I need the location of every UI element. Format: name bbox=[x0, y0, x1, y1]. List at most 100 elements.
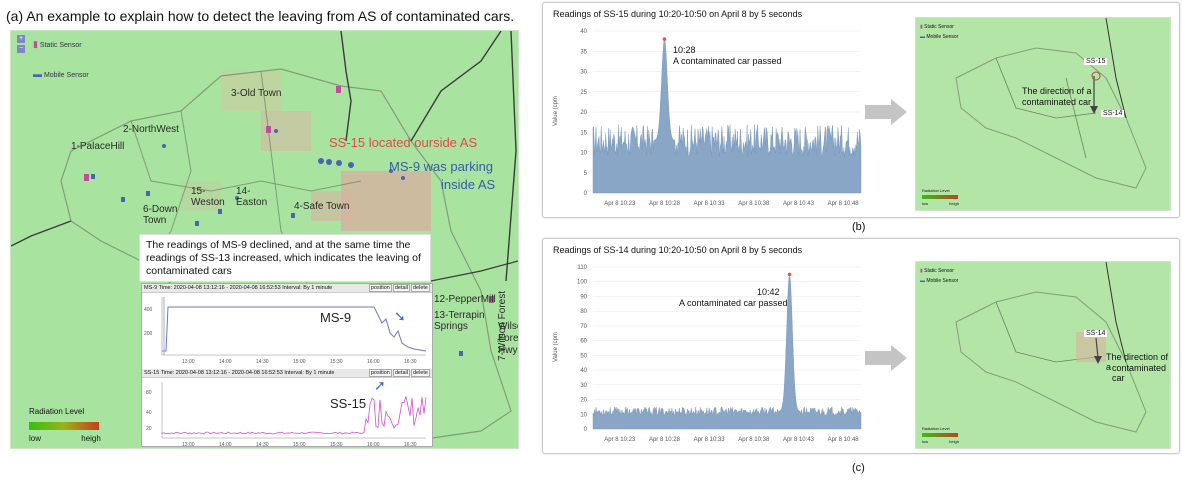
district-label: 1-PalaceHill bbox=[71, 141, 125, 152]
minimap-c-static-legend: ▮ Static Sensor bbox=[920, 268, 954, 274]
y-tick-label: 40 bbox=[580, 368, 587, 374]
y-tick-label: 40 bbox=[580, 29, 587, 35]
y-tick-label: 110 bbox=[577, 265, 587, 271]
figure-caption-c: (c) bbox=[852, 462, 865, 474]
minimap-c[interactable]: ▮ Static Sensor ▬ Mobile Sensor SS-14 Th… bbox=[915, 261, 1171, 449]
right-arrow-icon bbox=[865, 345, 907, 371]
figure-caption-b: (b) bbox=[852, 221, 866, 233]
static-sensor-icon: ▮ bbox=[33, 39, 38, 49]
ss15-tag: SS-15 bbox=[1084, 58, 1108, 65]
minimap-c-radiation-bar bbox=[922, 433, 958, 437]
x-tick-label: Apr 8 10:48 bbox=[828, 201, 860, 207]
zoom-out-icon[interactable]: − bbox=[17, 45, 25, 53]
position-button[interactable]: position bbox=[368, 284, 392, 292]
mobile-sensor-icon: ▬ bbox=[920, 34, 925, 40]
district-label: 14-Easton bbox=[236, 186, 268, 208]
ss14-tag: SS-14 bbox=[1084, 330, 1108, 337]
x-tick-label: Apr 8 10:23 bbox=[604, 437, 636, 443]
direction-label-2: contaminated car bbox=[1022, 97, 1092, 107]
annotation-time-c: 10:42 bbox=[757, 287, 780, 297]
direction-label-1: The direction of a bbox=[1106, 352, 1169, 372]
x-tick-label: Apr 8 10:33 bbox=[694, 437, 726, 443]
ss15-xtick: 16:00 bbox=[367, 442, 380, 448]
district-label: 13-Terrapin Springs bbox=[434, 310, 485, 332]
ms9-annotation-line1: MS-9 was parking bbox=[389, 159, 494, 174]
minimap-c-drawing bbox=[955, 261, 1147, 433]
mobile-sensor-legend: ▬ Mobile Sensor bbox=[33, 69, 89, 79]
explanation-note: The readings of MS-9 declined, and at th… bbox=[139, 234, 431, 282]
ss15-readings-chart: 0 5 10 15 20 25 30 35 40 Apr 8 10:23 Apr 8 10:28 Ap… bbox=[553, 29, 862, 207]
panel-b-card: Readings of SS-15 during 10:20-10:50 on … bbox=[542, 2, 1180, 218]
y-tick-label: 10 bbox=[580, 412, 587, 418]
delete-button[interactable]: delete bbox=[411, 284, 430, 292]
y-tick-label: 20 bbox=[580, 398, 587, 404]
ss15-annotation: SS-15 located ourside AS bbox=[329, 135, 478, 150]
ms9-ytick: 200 bbox=[144, 331, 153, 337]
map-panel-a[interactable]: + − ▮ Static Sensor ▬ Mobile Sensor 3-Ol… bbox=[10, 30, 519, 449]
ms9-xtick: 14:00 bbox=[219, 359, 232, 365]
district-label: 2-NorthWest bbox=[123, 124, 179, 135]
minimap-c-static-label: Static Sensor bbox=[924, 268, 954, 274]
y-tick-label: 35 bbox=[580, 49, 587, 55]
ss15-line-chart: 80 40 20 13:00 14:00 14:30 15:00 15:30 16:00 1… bbox=[146, 382, 427, 448]
district-label: 6-Down Town bbox=[143, 204, 178, 226]
y-tick-label: 50 bbox=[580, 353, 587, 359]
ss15-ytick: 40 bbox=[146, 410, 152, 416]
ms9-chart-title: MS-9 Time: 2020-04-08 13:12:16 - 2020-04… bbox=[144, 285, 333, 291]
y-tick-label: 70 bbox=[580, 324, 587, 330]
ss14-tag: SS-14 bbox=[1101, 110, 1125, 117]
radiation-low-label: low bbox=[29, 434, 42, 443]
minimap-b[interactable]: ▮ Static Sensor ▬ Mobile Sensor SS-15 SS… bbox=[915, 17, 1171, 211]
ms9-series-label: MS-9 bbox=[320, 310, 352, 325]
minimap-c-low: low bbox=[922, 439, 929, 444]
ms9-xtick: 15:30 bbox=[330, 359, 343, 365]
minimap-b-radiation-legend: Radiation Level low heigh bbox=[922, 188, 959, 206]
y-tick-label: 90 bbox=[580, 294, 587, 300]
position-button[interactable]: position bbox=[368, 369, 392, 377]
figure-caption-a: (a) An example to explain how to detect … bbox=[6, 8, 515, 24]
minimap-b-drawing bbox=[955, 17, 1147, 189]
x-tick-label: Apr 8 10:38 bbox=[738, 437, 770, 443]
x-tick-label: Apr 8 10:23 bbox=[604, 201, 636, 207]
y-tick-label: 15 bbox=[580, 130, 587, 136]
mobile-sensor-label: Mobile Sensor bbox=[43, 72, 89, 79]
minimap-c-high: heigh bbox=[949, 439, 959, 444]
y-tick-label: 25 bbox=[580, 90, 587, 96]
detail-button[interactable]: detail bbox=[392, 284, 410, 292]
x-tick-label: Apr 8 10:43 bbox=[783, 201, 815, 207]
district-label: 15-Weston bbox=[191, 186, 225, 208]
ss15-xtick: 15:00 bbox=[293, 442, 306, 448]
peak-marker bbox=[787, 272, 792, 277]
ms9-xtick: 15:00 bbox=[293, 359, 306, 365]
x-tick-label: Apr 8 10:33 bbox=[694, 201, 726, 207]
ms9-xtick: 13:00 bbox=[182, 359, 195, 365]
y-tick-label: 60 bbox=[580, 339, 587, 345]
minimap-b-mobile-label: Mobile Sensor bbox=[926, 34, 959, 40]
minimap-b-radiation-bar bbox=[922, 195, 958, 199]
radiation-gradient-bar bbox=[29, 422, 99, 430]
peak-marker bbox=[662, 37, 667, 41]
panel-c-card: Readings of SS-14 during 10:20-10:50 on … bbox=[542, 238, 1180, 454]
minimap-b-static-legend: ▮ Static Sensor bbox=[920, 24, 954, 30]
mobile-sensor-icon: ▬ bbox=[920, 278, 925, 284]
y-tick-label: 30 bbox=[580, 383, 587, 389]
chart-title-c: Readings of SS-14 during 10:20-10:50 on … bbox=[553, 245, 803, 255]
y-axis-label: Value (cpm bbox=[553, 96, 559, 126]
ss15-xtick: 14:30 bbox=[256, 442, 269, 448]
x-tick-label: Apr 8 10:43 bbox=[783, 437, 815, 443]
down-arrow-icon: ➘ bbox=[394, 308, 406, 324]
y-tick-label: 100 bbox=[577, 280, 588, 286]
zoom-in-icon[interactable]: + bbox=[17, 35, 25, 43]
y-tick-label: 10 bbox=[580, 151, 587, 157]
minimap-b-radiation-title: Radiation Level bbox=[922, 188, 950, 193]
radiation-high-label: heigh bbox=[81, 434, 101, 443]
y-tick-label: 5 bbox=[584, 171, 588, 177]
minimap-b-mobile-legend: ▬ Mobile Sensor bbox=[920, 34, 958, 40]
delete-button[interactable]: delete bbox=[411, 369, 430, 377]
detail-button[interactable]: detail bbox=[392, 369, 410, 377]
radiation-legend-title: Radiation Level bbox=[29, 407, 85, 416]
x-tick-label: Apr 8 10:28 bbox=[649, 437, 681, 443]
ss15-xtick: 15:30 bbox=[330, 442, 343, 448]
minimap-b-low: low bbox=[922, 201, 929, 206]
x-tick-label: Apr 8 10:48 bbox=[828, 437, 860, 443]
